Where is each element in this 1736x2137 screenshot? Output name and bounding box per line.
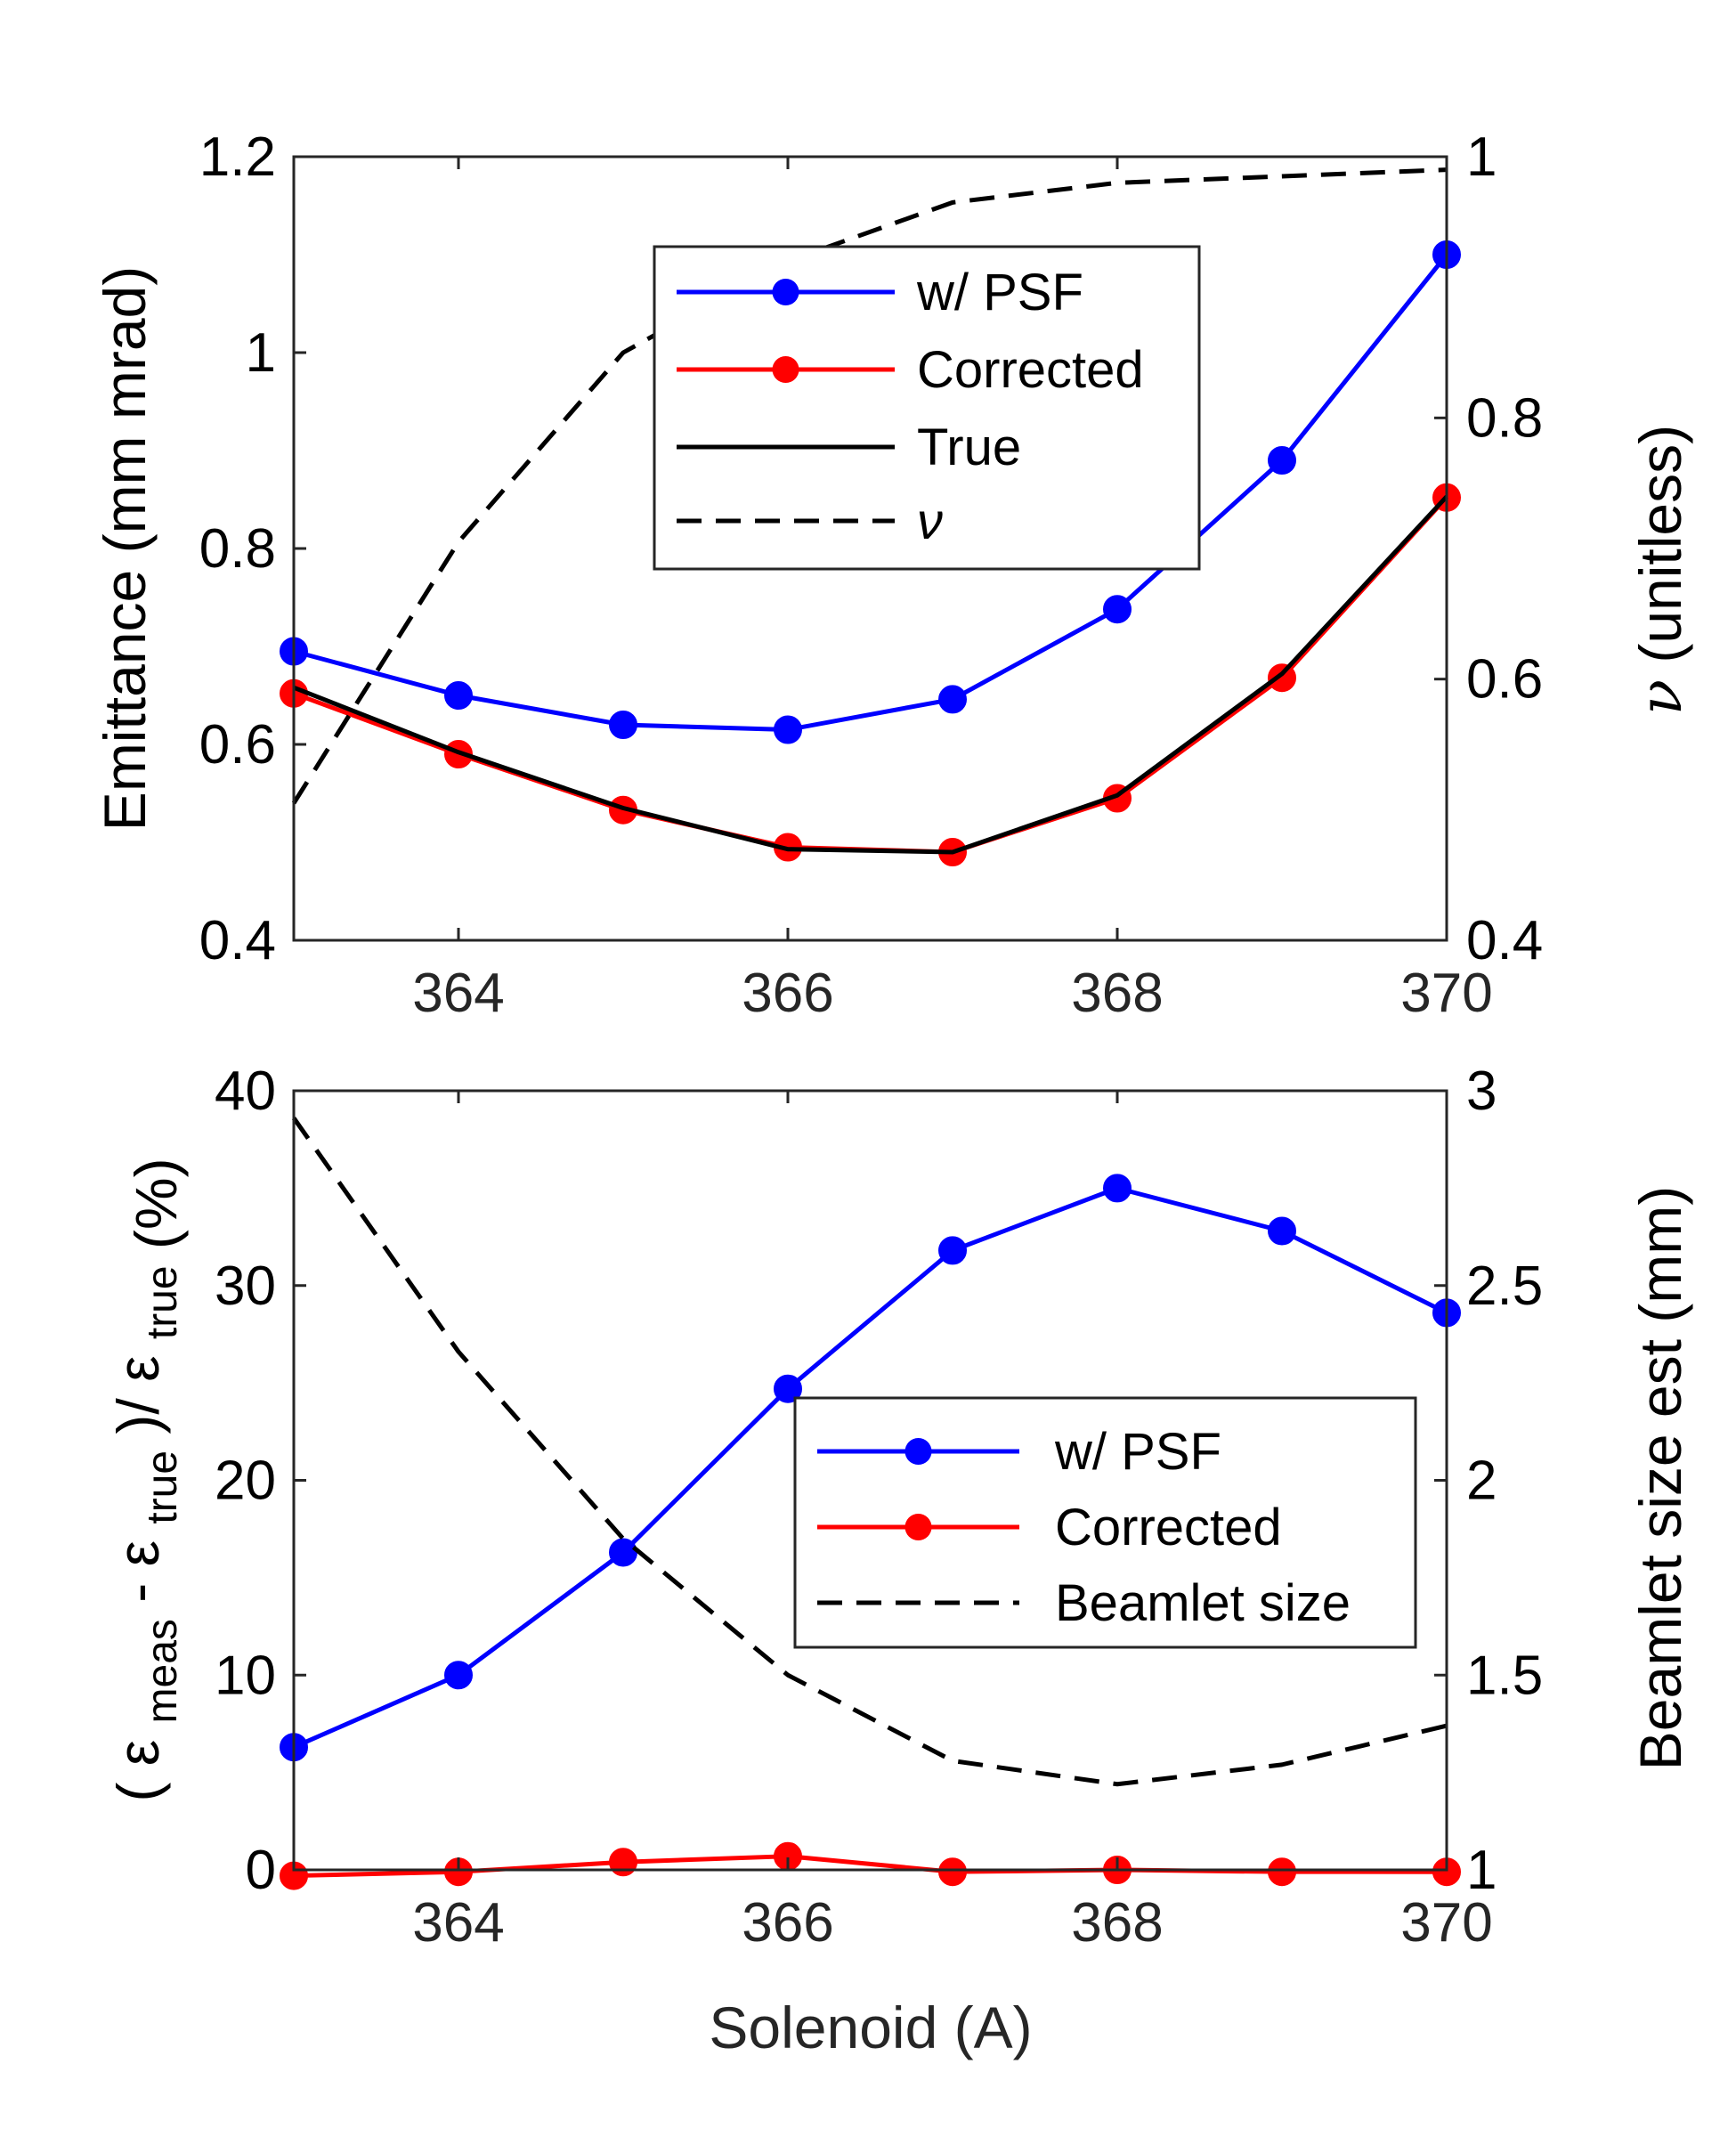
- top-plot-y2label-text: (unitless): [1627, 425, 1693, 663]
- top-plot-ytick-label: 1.2: [199, 126, 276, 188]
- top-plot-xtick-label: 364: [412, 963, 504, 1024]
- top-plot-xtick-label: 368: [1071, 963, 1163, 1024]
- bottom-plot-series-w-psf-point: [1103, 1174, 1132, 1203]
- bottom-plot-legend-marker-w-psf: [905, 1438, 932, 1465]
- bottom-plot-y2tick-label: 1: [1466, 1840, 1497, 1901]
- ylabel-sub-true-2: true: [139, 1265, 186, 1339]
- bottom-plot-legend-label-corrected: Corrected: [1055, 1499, 1282, 1556]
- bottom-plot-ytick-label: 20: [215, 1450, 276, 1512]
- bottom-plot-series-w-psf-point: [1268, 1216, 1296, 1246]
- top-plot-legend-box: [653, 245, 1201, 571]
- top-plot-xtick-label: 366: [742, 963, 833, 1024]
- ylabel-sub-true: true: [139, 1450, 186, 1524]
- bottom-plot-series-w-psf-point: [444, 1661, 473, 1690]
- top-plot-series-w-psf-point: [1268, 446, 1296, 475]
- bottom-plot-y2tick-label: 2.5: [1466, 1255, 1543, 1317]
- bottom-plot: 364 366 368 370 0 10 20 30 40 1 1.5 2 2.5 3 ( ε meas …: [105, 1060, 1693, 2060]
- top-plot-series-true-line: [293, 494, 1448, 855]
- ylabel-epsilon-true: ε: [105, 1540, 171, 1566]
- bottom-plot-y2tick-label: 1.5: [1466, 1645, 1543, 1706]
- bottom-plot-ytick-label: 0: [246, 1840, 276, 1901]
- bottom-plot-tick-labels: 364 366 368 370 0 10 20 30 40 1 1.5 2 2.5 3: [215, 1060, 1543, 1954]
- top-plot-axes-box: [292, 155, 1448, 942]
- top-plot-y2tick-label: 0.4: [1466, 910, 1543, 971]
- bottom-plot-series-w-psf-point: [938, 1236, 967, 1265]
- top-plot-y2tick-label: 0.8: [1466, 387, 1543, 449]
- bottom-plot-series-corrected-point: [1268, 1857, 1296, 1887]
- ylabel-epsilon-meas: ε: [105, 1740, 171, 1766]
- top-plot-y2tick-label: 1: [1466, 126, 1497, 188]
- top-plot-y2label: ν (unitless): [1626, 425, 1695, 715]
- top-plot-legend-marker-corrected: [772, 356, 799, 383]
- top-plot-ytick-label: 0.6: [199, 714, 276, 776]
- top-plot-legend-label-corrected: Corrected: [917, 341, 1144, 399]
- top-plot-ylabel: Emittance (mm mrad): [92, 266, 158, 831]
- bottom-plot-y2label: Beamlet size est (mm): [1627, 1186, 1693, 1770]
- top-plot-legend-label-nu: ν: [917, 492, 943, 550]
- top-plot-series-w-psf-point: [609, 711, 637, 739]
- top-plot-legend-label-w-psf: w/ PSF: [916, 264, 1083, 321]
- ylabel-epsilon-true-2: ε: [105, 1355, 171, 1381]
- bottom-plot-y2tick-label: 2: [1466, 1450, 1497, 1512]
- top-plot-series: [280, 167, 1461, 866]
- bottom-plot-series-beamlet-size-line: [291, 1117, 1448, 1787]
- bottom-plot-xtick-label: 364: [412, 1892, 504, 1954]
- x-axis-label: Solenoid (A): [709, 1995, 1032, 2060]
- top-plot-legend-label-true: True: [917, 418, 1021, 476]
- bottom-plot-legend-box: [793, 1396, 1417, 1649]
- bottom-plot-legend-label-beamlet-size: Beamlet size: [1055, 1574, 1351, 1632]
- top-plot-series-corrected-point: [1268, 663, 1296, 693]
- bottom-plot-xtick-label: 368: [1071, 1892, 1163, 1954]
- ylabel-open-paren: (: [105, 1783, 171, 1802]
- ylabel-minus: -: [105, 1566, 171, 1602]
- bottom-plot-ylabel: ( ε meas - ε true )/ ε true (%): [105, 1158, 189, 1801]
- bottom-plot-xtick-label: 370: [1400, 1892, 1492, 1954]
- top-plot-series-w-psf-point: [1103, 595, 1132, 624]
- bottom-plot-ytick-label: 40: [215, 1060, 276, 1122]
- top-plot-y2label-symbol: ν: [1626, 679, 1695, 715]
- top-plot-series-w-psf-point: [444, 681, 473, 710]
- ylabel-percent: (%): [123, 1158, 189, 1249]
- top-plot-xtick-label: 370: [1400, 963, 1492, 1024]
- top-plot-y2tick-label: 0.6: [1466, 649, 1543, 711]
- top-plot-ytick-label: 1: [246, 322, 276, 384]
- top-plot-legend-marker-w-psf: [772, 279, 799, 305]
- bottom-plot-legend: w/ PSF Corrected Beamlet size: [793, 1396, 1417, 1649]
- ylabel-close: )/: [105, 1398, 171, 1434]
- top-plot-series-w-psf-point: [938, 685, 967, 714]
- bottom-plot-legend-label-w-psf: w/ PSF: [1054, 1423, 1221, 1481]
- bottom-plot-series-corrected-point: [609, 1848, 637, 1877]
- top-plot-series-nu-line: [291, 167, 1448, 805]
- bottom-plot-series-w-psf-line: [292, 1185, 1448, 1750]
- top-plot-series-w-psf-line: [293, 253, 1448, 732]
- bottom-plot-ytick-label: 30: [215, 1255, 276, 1317]
- bottom-plot-y2tick-label: 3: [1466, 1060, 1497, 1122]
- bottom-plot-series-corrected-point: [938, 1857, 967, 1887]
- bottom-plot-series-w-psf-point: [774, 1374, 802, 1403]
- top-plot-ytick-label: 0.4: [199, 910, 276, 971]
- bottom-plot-axes-box: [292, 1089, 1448, 1872]
- ylabel-sub-meas: meas: [139, 1619, 186, 1723]
- bottom-plot-legend-marker-corrected: [905, 1514, 932, 1540]
- bottom-plot-xtick-label: 366: [742, 1892, 833, 1954]
- bottom-plot-series-w-psf-point: [609, 1538, 637, 1567]
- bottom-plot-ytick-label: 10: [215, 1645, 276, 1706]
- top-plot-series-w-psf-point: [774, 715, 802, 744]
- top-plot-legend: w/ PSF Corrected True ν: [653, 245, 1201, 571]
- top-plot-ytick-label: 0.8: [199, 518, 276, 580]
